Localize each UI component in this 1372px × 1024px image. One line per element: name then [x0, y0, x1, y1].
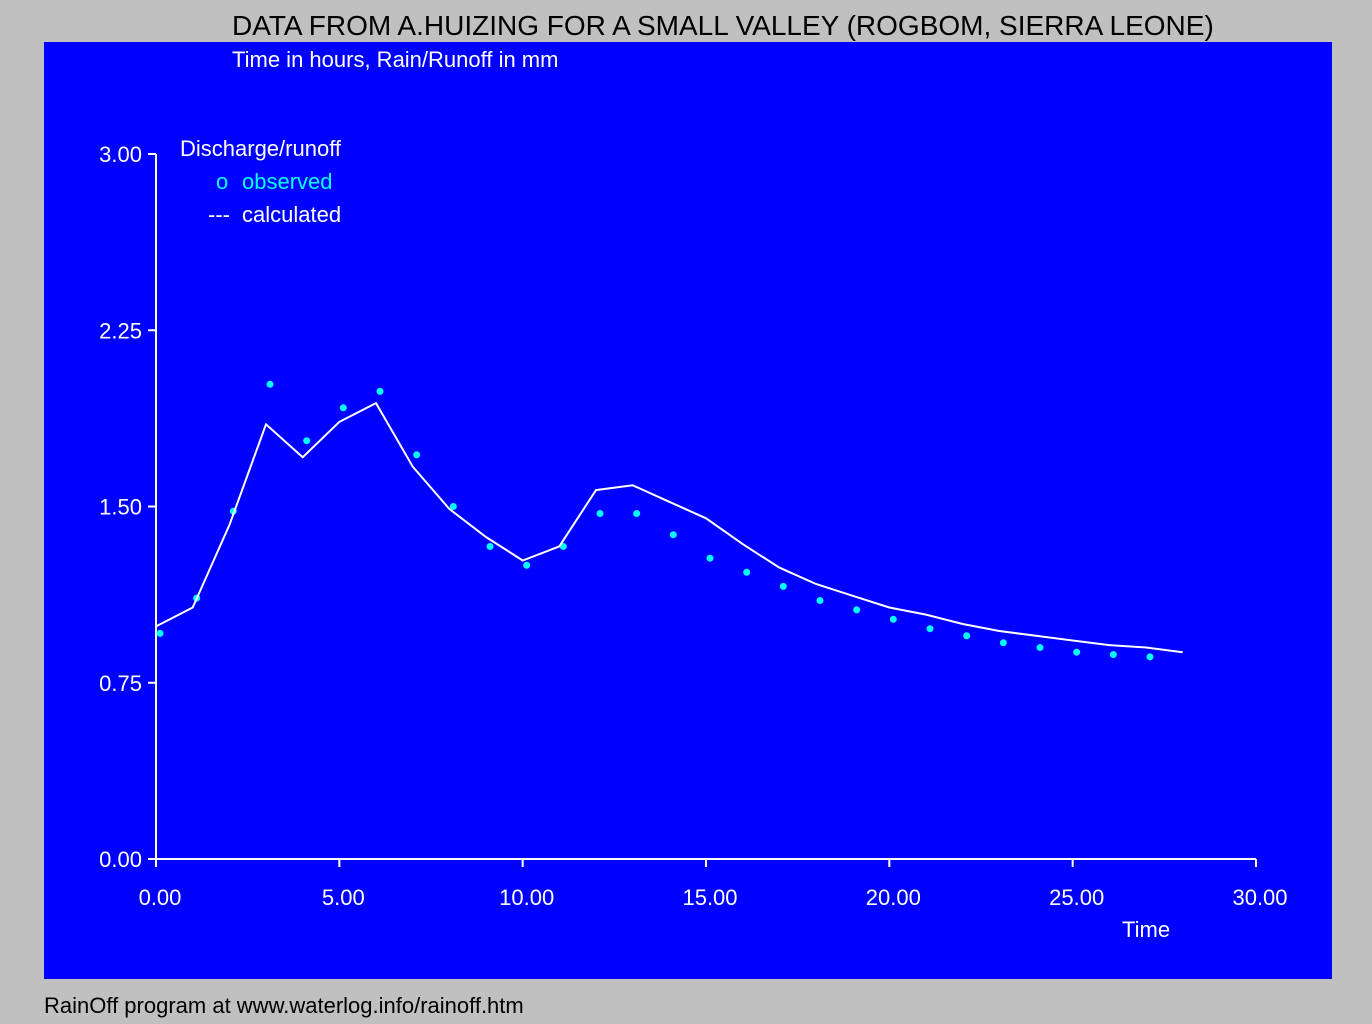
x-tick-label: 25.00: [1049, 885, 1104, 910]
footer-text: RainOff program at www.waterlog.info/rai…: [44, 993, 524, 1018]
data-point-observed: [596, 510, 604, 518]
data-point-observed: [523, 561, 531, 569]
data-point-observed: [1036, 644, 1044, 651]
data-point-observed: [669, 531, 677, 539]
data-point-observed: [1146, 653, 1154, 661]
data-point-observed: [889, 615, 897, 623]
data-point-observed: [486, 542, 494, 550]
data-layer: [155, 380, 1183, 661]
x-tick-label: 0.00: [139, 885, 182, 910]
data-point-observed: [156, 629, 164, 637]
data-point-observed: [963, 632, 971, 640]
y-tick-label: 0.75: [99, 671, 142, 696]
data-point-observed: [1073, 648, 1081, 656]
legend-observed-label: observed: [242, 169, 333, 194]
data-point-observed: [853, 606, 861, 614]
data-point-observed: [266, 380, 274, 388]
data-point-observed: [743, 568, 751, 576]
data-point-observed: [303, 437, 311, 445]
data-point-observed: [413, 451, 421, 459]
data-point-observed: [633, 510, 641, 518]
legend-title: Discharge/runoff: [180, 136, 342, 161]
data-point-observed: [926, 625, 934, 633]
chart-svg: Time in hours, Rain/Runoff in mm 0.00 5.0…: [99, 47, 1287, 942]
x-tick-label: 15.00: [682, 885, 737, 910]
y-tick-label: 2.25: [99, 318, 142, 343]
data-point-observed: [449, 503, 457, 510]
data-point-observed: [1109, 651, 1117, 659]
chart-subtitle: Time in hours, Rain/Runoff in mm: [232, 47, 558, 72]
x-tick-label: 5.00: [322, 885, 365, 910]
x-tick-label: 30.00: [1232, 885, 1287, 910]
data-point-observed: [779, 582, 787, 590]
data-point-observed: [376, 387, 384, 395]
x-tick-label: 20.00: [866, 885, 921, 910]
plot-panel: Time in hours, Rain/Runoff in mm 0.00 5.0…: [44, 42, 1332, 979]
legend-observed-marker: o: [216, 169, 228, 194]
axes-layer: 0.00 5.00 10.00 15.00 20.00 25.00 30.00 0.00 0.7…: [99, 142, 1287, 910]
chart-title: DATA FROM A.HUIZING FOR A SMALL VALLEY (…: [232, 10, 1214, 41]
data-point-observed: [999, 639, 1007, 647]
y-tick-label: 1.50: [99, 495, 142, 520]
legend-calculated-label: calculated: [242, 202, 341, 227]
x-axis-label: Time: [1122, 917, 1170, 942]
series-line-calculated: [155, 401, 1183, 654]
y-tick-label: 3.00: [99, 142, 142, 167]
legend-calculated-marker: ---: [208, 202, 230, 227]
x-tick-label: 10.00: [499, 885, 554, 910]
legend: Discharge/runoff o observed --- calculat…: [180, 136, 342, 227]
data-point-observed: [706, 554, 714, 562]
data-point-observed: [339, 404, 347, 412]
data-point-observed: [816, 597, 824, 604]
y-tick-label: 0.00: [99, 847, 142, 872]
